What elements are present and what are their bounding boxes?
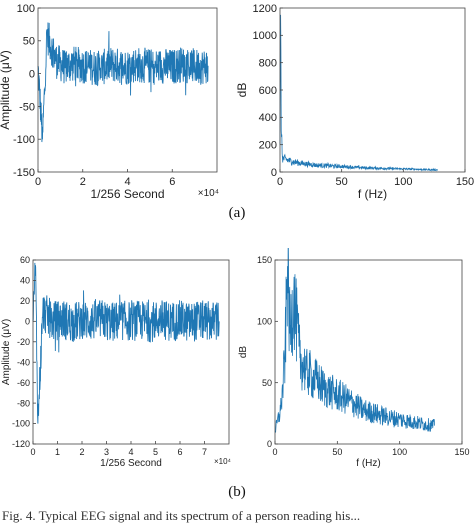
axes-frame <box>32 259 230 445</box>
y-tick-label: -150 <box>13 167 35 179</box>
x-tick-label: 50 <box>336 176 348 188</box>
x-multiplier: ×10⁴ <box>198 188 219 199</box>
x-tick-label: 0 <box>30 447 35 457</box>
y-tick-label: 50 <box>262 378 272 388</box>
y-axis-label: dB <box>238 346 249 359</box>
x-tick-label: 3 <box>104 447 109 457</box>
x-tick-label: 6 <box>169 176 175 188</box>
x-axis-label: f (Hz) <box>358 187 387 201</box>
y-axis-label: dB <box>237 83 249 98</box>
y-tick-label: 600 <box>259 85 277 97</box>
y-tick-label: -20 <box>17 337 30 347</box>
caption-b: (b) <box>228 484 246 500</box>
y-tick-label: -100 <box>13 134 35 146</box>
series-line <box>279 14 439 172</box>
x-tick-label: 5 <box>153 447 158 457</box>
x-tick-label: 0 <box>35 176 41 188</box>
x-tick-label: 2 <box>80 176 86 188</box>
y-tick-label: 0 <box>271 167 277 179</box>
x-tick-label: 4 <box>124 176 130 188</box>
x-tick-label: 0 <box>277 176 283 188</box>
y-tick-label: 100 <box>17 3 35 15</box>
y-tick-label: -120 <box>12 439 30 449</box>
chart-a-spectrum: 0 50 100 150 0 200 400 600 800 1000 1200 f (Hz) dB <box>237 3 474 201</box>
x-tick-label: 1 <box>55 447 60 457</box>
x-tick-label: 0 <box>272 447 277 457</box>
y-axis-label: Amplitude (μV) <box>0 50 12 130</box>
x-tick-label: 100 <box>392 447 407 457</box>
y-tick-label: 150 <box>257 255 272 265</box>
y-axis-label: Amplitude (μV) <box>1 319 12 385</box>
y-tick-label: 0 <box>29 68 35 80</box>
caption-a: (a) <box>228 205 246 221</box>
y-tick-label: 0 <box>267 439 272 449</box>
y-tick-label: 1000 <box>253 30 277 42</box>
y-tick-label: 400 <box>259 112 277 124</box>
axes-frame <box>279 7 466 173</box>
x-tick-label: 2 <box>79 447 84 457</box>
y-tick-label: -40 <box>17 357 30 367</box>
y-tick-label: -60 <box>17 378 30 388</box>
series-line <box>32 262 220 424</box>
figure-footnote: Fig. 4. Typical EEG signal and its spect… <box>2 508 361 523</box>
y-tick-label: -80 <box>17 398 30 408</box>
axes-frame <box>37 7 218 173</box>
y-tick-label: -100 <box>12 419 30 429</box>
x-axis-label: f (Hz) <box>356 458 380 469</box>
y-tick-label: 800 <box>259 58 277 70</box>
y-tick-label: 50 <box>23 36 35 48</box>
y-tick-label: 20 <box>20 296 30 306</box>
axes-frame <box>274 259 463 445</box>
chart-b-time: 0 1 2 3 4 5 6 7 -120 -100 -80 -60 -40 -20 0 20 40 60 ×10⁴ 1… <box>1 255 232 469</box>
y-tick-label: 100 <box>257 316 272 326</box>
x-tick-label: 4 <box>128 447 133 457</box>
y-tick-label: 0 <box>25 316 30 326</box>
y-tick-label: 60 <box>20 255 30 265</box>
y-tick-label: -50 <box>19 101 35 113</box>
chart-b-spectrum: 0 50 100 150 0 50 100 150 f (Hz) dB <box>238 248 470 469</box>
x-multiplier: ×10⁴ <box>214 457 232 466</box>
x-tick-label: 150 <box>454 447 469 457</box>
y-tick-label: 1200 <box>253 3 277 15</box>
series-line <box>274 248 435 433</box>
x-tick-label: 150 <box>456 176 474 188</box>
series-line <box>37 22 209 143</box>
x-axis-label: 1/256 Second <box>100 458 162 469</box>
x-tick-label: 7 <box>202 447 207 457</box>
chart-a-time: 0 2 4 6 -150 -100 -50 0 50 100 ×10⁴ 1/256 Second Amp… <box>0 3 219 201</box>
y-tick-label: 40 <box>20 276 30 286</box>
y-tick-label: 200 <box>259 140 277 152</box>
x-tick-label: 50 <box>332 447 342 457</box>
x-axis-label: 1/256 Second <box>90 187 164 201</box>
x-tick-label: 6 <box>177 447 182 457</box>
x-tick-label: 100 <box>394 176 412 188</box>
